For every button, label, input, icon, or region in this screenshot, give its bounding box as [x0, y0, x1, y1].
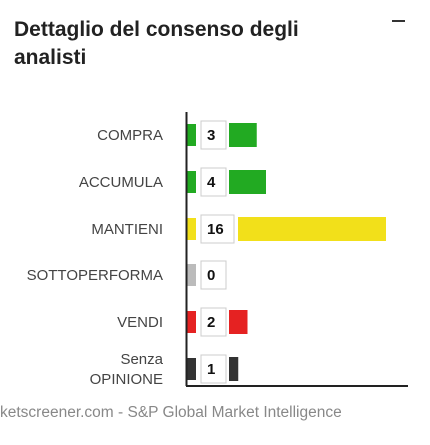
minimize-icon[interactable]	[392, 20, 405, 22]
category-label: OPINIONE	[90, 371, 163, 388]
value-label: 0	[207, 267, 215, 284]
bar-chart: COMPRA 3 ACCUMULA 4 MANTIENI 16 SOTTOPERFORMA 0…	[27, 112, 408, 388]
value-label: 4	[207, 174, 216, 191]
value-bar	[229, 357, 239, 381]
chart-title: Dettaglio del consenso degli analisti	[14, 18, 299, 69]
category-label: MANTIENI	[91, 221, 163, 238]
category-label: Senza	[120, 351, 163, 368]
category-label: SOTTOPERFORMA	[27, 267, 163, 284]
bar-stub	[187, 311, 196, 333]
value-bar	[229, 123, 257, 147]
category-label: VENDI	[117, 314, 163, 331]
value-box	[200, 167, 227, 197]
value-label: 1	[207, 361, 215, 378]
value-label: 16	[207, 221, 224, 238]
value-bar	[229, 170, 266, 194]
value-label: 3	[207, 127, 215, 144]
value-box	[200, 354, 227, 384]
value-box	[200, 307, 227, 337]
value-bar	[238, 217, 386, 241]
value-box	[200, 120, 227, 150]
bar-stub	[187, 124, 196, 146]
bar-stub	[187, 358, 196, 380]
category-label: COMPRA	[97, 127, 163, 144]
value-bar	[229, 310, 248, 334]
bar-stub	[187, 171, 196, 193]
bar-stub	[187, 264, 196, 286]
value-box	[200, 260, 227, 290]
category-label: ACCUMULA	[79, 174, 163, 191]
bar-stub	[187, 218, 196, 240]
value-label: 2	[207, 314, 215, 331]
value-box	[200, 214, 235, 244]
source-credit: ketscreener.com - S&P Global Market Inte…	[0, 404, 342, 421]
